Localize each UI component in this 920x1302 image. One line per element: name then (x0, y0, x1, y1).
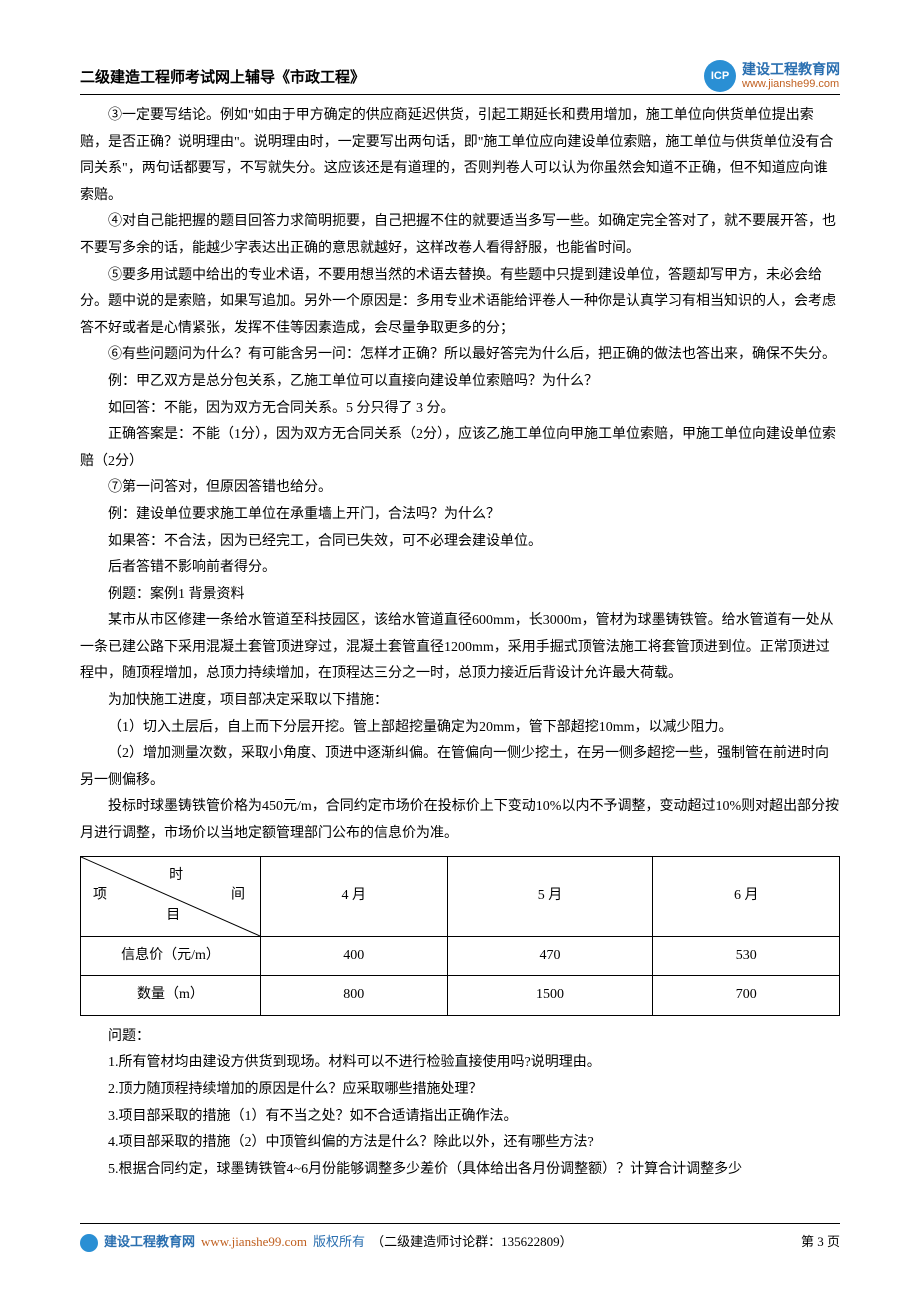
footer-logo-icon (80, 1234, 98, 1252)
diag-top-label: 时 (169, 863, 183, 890)
paragraph: 为加快施工进度，项目部决定采取以下措施： (80, 688, 840, 715)
logo-url-text: www.jianshe99.com (742, 78, 840, 91)
page-number: 第 3 页 (801, 1230, 840, 1255)
header-title: 二级建造工程师考试网上辅导《市政工程》 (80, 64, 365, 93)
table-diagonal-header: 时 间 项 目 (81, 856, 261, 936)
table-header-cell: 5 月 (447, 856, 653, 936)
page-footer: 建设工程教育网 www.jianshe99.com 版权所有 （二级建造师讨论群… (80, 1223, 840, 1255)
paragraph: ③一定要写结论。例如"如由于甲方确定的供应商延迟供货，引起工期延长和费用增加，施… (80, 103, 840, 209)
table-row: 数量（m） 800 1500 700 (81, 976, 840, 1016)
table-cell: 470 (447, 936, 653, 976)
table-cell: 800 (261, 976, 448, 1016)
paragraph: 例题：案例1 背景资料 (80, 582, 840, 609)
table-row-label: 数量（m） (81, 976, 261, 1016)
paragraph: ⑦第一问答对，但原因答错也给分。 (80, 475, 840, 502)
logo-badge-icon: ICP (704, 60, 736, 92)
diag-left-label: 项 (93, 883, 107, 910)
table-header-cell: 6 月 (653, 856, 840, 936)
paragraph: 例：建设单位要求施工单位在承重墙上开门，合法吗？为什么？ (80, 502, 840, 529)
table-cell: 1500 (447, 976, 653, 1016)
header-logo: ICP 建设工程教育网 www.jianshe99.com (704, 60, 840, 92)
paragraph: 例：甲乙双方是总分包关系，乙施工单位可以直接向建设单位索赔吗？为什么？ (80, 369, 840, 396)
paragraph: 如回答：不能，因为双方无合同关系。5 分只得了 3 分。 (80, 396, 840, 423)
body-content: ③一定要写结论。例如"如由于甲方确定的供应商延迟供货，引起工期延长和费用增加，施… (80, 103, 840, 848)
paragraph: ⑤要多用试题中给出的专业术语，不要用想当然的术语去替换。有些题中只提到建设单位，… (80, 263, 840, 343)
table-cell: 700 (653, 976, 840, 1016)
table-cell: 530 (653, 936, 840, 976)
footer-copyright: 版权所有 (313, 1230, 365, 1255)
paragraph: ④对自己能把握的题目回答力求简明扼要，自己把握不住的就要适当多写一些。如确定完全… (80, 209, 840, 262)
footer-left: 建设工程教育网 www.jianshe99.com 版权所有 （二级建造师讨论群… (80, 1230, 573, 1255)
paragraph: 正确答案是：不能（1分），因为双方无合同关系（2分），应该乙施工单位向甲施工单位… (80, 422, 840, 475)
paragraph: （1）切入土层后，自上而下分层开挖。管上部超挖量确定为20mm，管下部超挖10m… (80, 715, 840, 742)
table-cell: 400 (261, 936, 448, 976)
questions-header: 问题： (80, 1024, 840, 1051)
paragraph: 后者答错不影响前者得分。 (80, 555, 840, 582)
paragraph: 如果答：不合法，因为已经完工，合同已失效，可不必理会建设单位。 (80, 529, 840, 556)
page-header: 二级建造工程师考试网上辅导《市政工程》 ICP 建设工程教育网 www.jian… (80, 60, 840, 95)
price-table: 时 间 项 目 4 月 5 月 6 月 信息价（元/m） 400 470 530… (80, 856, 840, 1016)
footer-group: （二级建造师讨论群：135622809） (371, 1230, 573, 1255)
paragraph: 某市从市区修建一条给水管道至科技园区，该给水管道直径600mm，长3000m，管… (80, 608, 840, 688)
paragraph: （2）增加测量次数，采取小角度、顶进中逐渐纠偏。在管偏向一侧少挖土，在另一侧多超… (80, 741, 840, 794)
logo-cn-text: 建设工程教育网 (742, 61, 840, 78)
question-item: 1.所有管材均由建设方供货到现场。材料可以不进行检验直接使用吗?说明理由。 (80, 1050, 840, 1077)
footer-url: www.jianshe99.com (201, 1230, 307, 1255)
question-item: 3.项目部采取的措施（1）有不当之处？如不合适请指出正确作法。 (80, 1104, 840, 1131)
table-row: 信息价（元/m） 400 470 530 (81, 936, 840, 976)
diag-bottom-label: 目 (166, 903, 180, 930)
questions-section: 问题： 1.所有管材均由建设方供货到现场。材料可以不进行检验直接使用吗?说明理由… (80, 1024, 840, 1184)
question-item: 5.根据合同约定，球墨铸铁管4~6月份能够调整多少差价（具体给出各月份调整额）？… (80, 1157, 840, 1184)
diag-right-label: 间 (231, 883, 245, 910)
question-item: 2.顶力随顶程持续增加的原因是什么？应采取哪些措施处理？ (80, 1077, 840, 1104)
table-row-label: 信息价（元/m） (81, 936, 261, 976)
paragraph: 投标时球墨铸铁管价格为450元/m，合同约定市场价在投标价上下变动10%以内不予… (80, 794, 840, 847)
footer-brand: 建设工程教育网 (104, 1230, 195, 1255)
logo-text-block: 建设工程教育网 www.jianshe99.com (742, 61, 840, 91)
paragraph: ⑥有些问题问为什么？有可能含另一问：怎样才正确？所以最好答完为什么后，把正确的做… (80, 342, 840, 369)
table-row: 时 间 项 目 4 月 5 月 6 月 (81, 856, 840, 936)
question-item: 4.项目部采取的措施（2）中顶管纠偏的方法是什么？除此以外，还有哪些方法? (80, 1130, 840, 1157)
table-header-cell: 4 月 (261, 856, 448, 936)
